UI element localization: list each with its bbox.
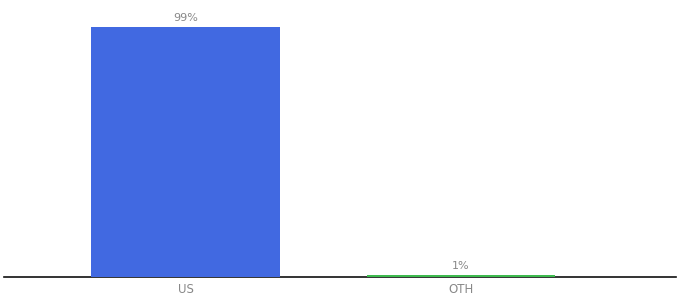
Text: 99%: 99% bbox=[173, 13, 198, 23]
Bar bbox=[367, 275, 555, 277]
Bar bbox=[92, 27, 279, 277]
Text: 1%: 1% bbox=[452, 261, 470, 271]
